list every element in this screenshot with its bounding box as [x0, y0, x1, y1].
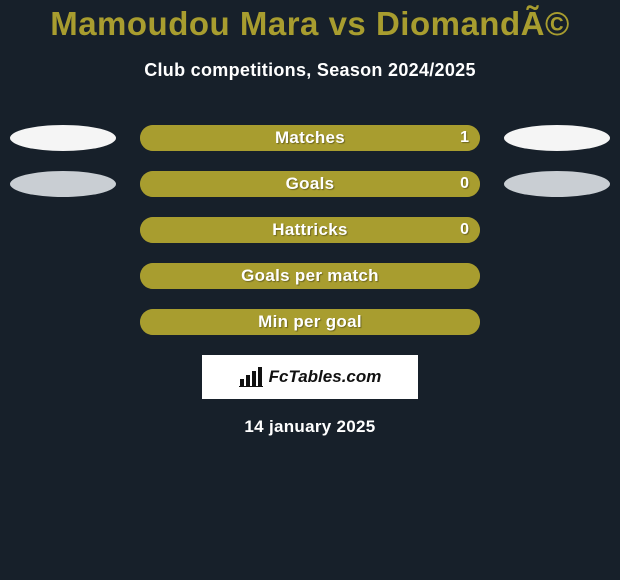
avatar-left — [10, 125, 116, 151]
logo-inner: FcTables.com — [239, 367, 382, 387]
logo-box[interactable]: FcTables.com — [202, 355, 418, 399]
stat-label: Hattricks — [140, 217, 480, 243]
stat-label: Goals per match — [140, 263, 480, 289]
avatar-right — [504, 171, 610, 197]
date-text: 14 january 2025 — [0, 417, 620, 437]
subtitle: Club competitions, Season 2024/2025 — [0, 60, 620, 81]
stat-bar: Hattricks0 — [140, 217, 480, 243]
stat-row: Min per goal — [0, 309, 620, 335]
barchart-icon — [239, 367, 263, 387]
stat-value: 0 — [460, 171, 469, 197]
stat-row: Goals0 — [0, 171, 620, 197]
stat-label: Matches — [140, 125, 480, 151]
stat-label: Min per goal — [140, 309, 480, 335]
avatar-left — [10, 171, 116, 197]
stat-bar: Min per goal — [140, 309, 480, 335]
stat-bar: Goals per match — [140, 263, 480, 289]
stat-bar: Goals0 — [140, 171, 480, 197]
avatar-right — [504, 125, 610, 151]
stat-label: Goals — [140, 171, 480, 197]
stat-value: 0 — [460, 217, 469, 243]
comparison-card: Mamoudou Mara vs DiomandÃ© Club competit… — [0, 0, 620, 580]
logo-text: FcTables.com — [269, 367, 382, 387]
stat-row: Matches1 — [0, 125, 620, 151]
stat-rows: Matches1Goals0Hattricks0Goals per matchM… — [0, 125, 620, 335]
stat-bar: Matches1 — [140, 125, 480, 151]
stat-row: Hattricks0 — [0, 217, 620, 243]
page-title: Mamoudou Mara vs DiomandÃ© — [0, 6, 620, 42]
stat-row: Goals per match — [0, 263, 620, 289]
stat-value: 1 — [460, 125, 469, 151]
